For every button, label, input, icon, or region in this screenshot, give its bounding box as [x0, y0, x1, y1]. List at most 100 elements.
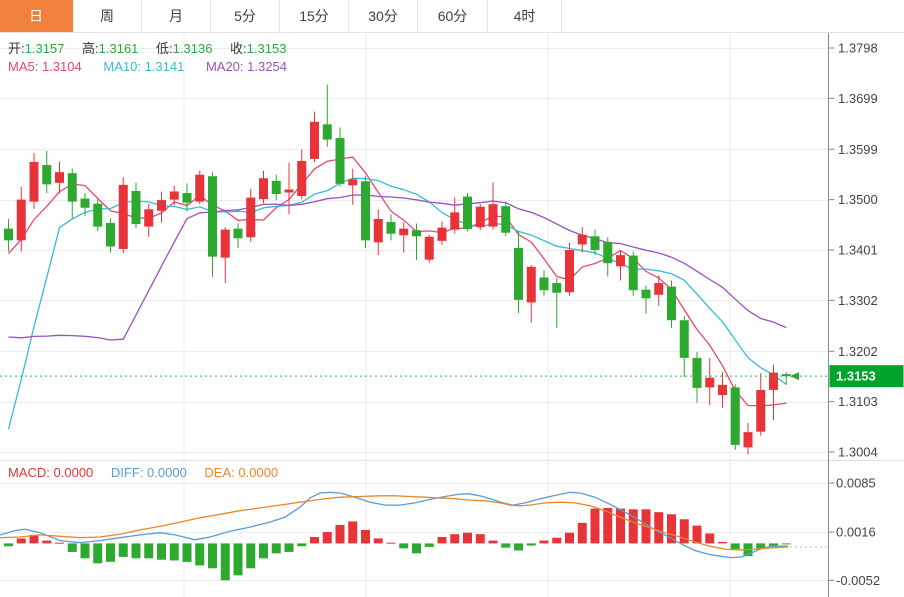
macd-bar: [667, 514, 676, 544]
macd-bar: [603, 507, 613, 544]
candle-body: [157, 200, 166, 211]
timeframe-toolbar: 日 周 月 5分 15分 30分 60分 4时: [0, 0, 904, 33]
candle-body: [271, 180, 281, 195]
candle-body: [29, 161, 39, 202]
main-chart-panel: 1.3798 1.3699 1.3599 1.3500 1.3401 1.330…: [0, 33, 904, 460]
macd-bar: [386, 542, 396, 544]
candle-body: [310, 121, 319, 159]
candle-body: [514, 247, 523, 300]
price-tick-label: 1.3004: [838, 445, 878, 460]
diff-line: [0, 491, 788, 559]
tab-60min[interactable]: 60分: [418, 0, 488, 32]
candles-layer: [4, 84, 791, 455]
macd-bar: [730, 543, 740, 550]
candle-body: [144, 209, 154, 227]
macd-bar: [16, 538, 26, 544]
tab-15min[interactable]: 15分: [280, 0, 349, 32]
candle-body: [424, 236, 434, 260]
current-price-tag: 1.3153: [829, 365, 904, 388]
candle-body: [335, 138, 345, 184]
macd-bar: [616, 508, 625, 544]
candle-body: [106, 223, 115, 247]
macd-bar: [157, 543, 166, 560]
macd-bar: [373, 538, 383, 544]
macd-panel: 0.0085 0.0016 -0.0052 MACD: 0.0000 DIFF:…: [0, 460, 904, 597]
current-price-line: [0, 372, 829, 381]
macd-bar: [259, 543, 268, 559]
macd-bar: [271, 543, 281, 554]
candle-body: [220, 229, 230, 258]
macd-bar: [284, 543, 294, 552]
macd-bar: [195, 543, 205, 566]
price-axis: 1.3798 1.3699 1.3599 1.3500 1.3401 1.330…: [828, 33, 878, 460]
macd-bar: [552, 537, 562, 544]
macd-bar: [590, 508, 600, 544]
price-tick-label: 1.3401: [838, 243, 878, 258]
candle-body: [667, 286, 676, 321]
candle-body: [233, 228, 243, 239]
macd-histogram: [4, 507, 791, 581]
main-gridlines: [0, 33, 829, 460]
candle-body: [93, 203, 103, 227]
candle-body: [373, 218, 383, 243]
candle-body: [284, 189, 294, 193]
macd-bar: [705, 533, 715, 544]
candle-body: [552, 283, 562, 293]
price-tick-label: 1.3500: [838, 192, 878, 207]
candle-body: [705, 377, 715, 388]
candle-body: [67, 173, 77, 202]
candle-body: [131, 190, 141, 225]
toolbar-spacer: [562, 0, 904, 32]
macd-bar: [233, 543, 243, 576]
candle-body: [386, 222, 396, 234]
macd-bar: [131, 543, 141, 559]
candle-body: [208, 176, 217, 257]
macd-bar: [488, 540, 498, 544]
candlestick-chart[interactable]: 1.3798 1.3699 1.3599 1.3500 1.3401 1.330…: [0, 33, 904, 460]
macd-bar: [310, 537, 319, 544]
candle-body: [297, 160, 307, 197]
macd-bar: [106, 543, 115, 562]
candle-body: [259, 178, 268, 200]
price-tick-label: 1.3103: [838, 394, 878, 409]
tab-day[interactable]: 日: [0, 0, 73, 32]
macd-bar: [335, 524, 345, 544]
candle-body: [118, 184, 128, 249]
candle-body: [399, 228, 409, 236]
macd-bar: [55, 542, 64, 544]
macd-bar: [297, 543, 307, 547]
macd-bar: [42, 540, 52, 544]
candle-body: [692, 357, 702, 388]
candle-body: [463, 196, 472, 230]
candle-body: [42, 165, 52, 185]
macd-bar: [361, 529, 370, 544]
macd-bar: [29, 534, 39, 544]
macd-bar: [118, 543, 128, 557]
tab-5min[interactable]: 5分: [211, 0, 280, 32]
tab-month[interactable]: 月: [142, 0, 211, 32]
macd-gridlines: [0, 460, 904, 597]
macd-bar: [67, 543, 77, 552]
tab-week[interactable]: 周: [73, 0, 142, 32]
macd-chart[interactable]: 0.0085 0.0016 -0.0052: [0, 460, 904, 597]
macd-bar: [565, 532, 574, 544]
tab-30min[interactable]: 30分: [349, 0, 418, 32]
macd-bar: [208, 543, 217, 569]
macd-bar: [692, 525, 702, 544]
macd-axis: 0.0085 0.0016 -0.0052: [828, 460, 880, 597]
diff-dea-lines: [0, 491, 829, 559]
tab-4hour[interactable]: 4时: [488, 0, 562, 32]
candle-body: [539, 277, 549, 291]
candle-body: [616, 255, 625, 267]
dea-line: [0, 495, 789, 551]
candle-body: [590, 236, 600, 250]
candle-body: [577, 234, 587, 245]
candle-body: [169, 191, 179, 200]
macd-bar: [463, 532, 472, 544]
ma20-line: [8, 194, 787, 341]
candle-body: [781, 374, 791, 377]
price-tick-label: 1.3202: [838, 344, 878, 359]
macd-bar: [450, 534, 460, 544]
price-tick-label: 1.3302: [838, 293, 878, 308]
